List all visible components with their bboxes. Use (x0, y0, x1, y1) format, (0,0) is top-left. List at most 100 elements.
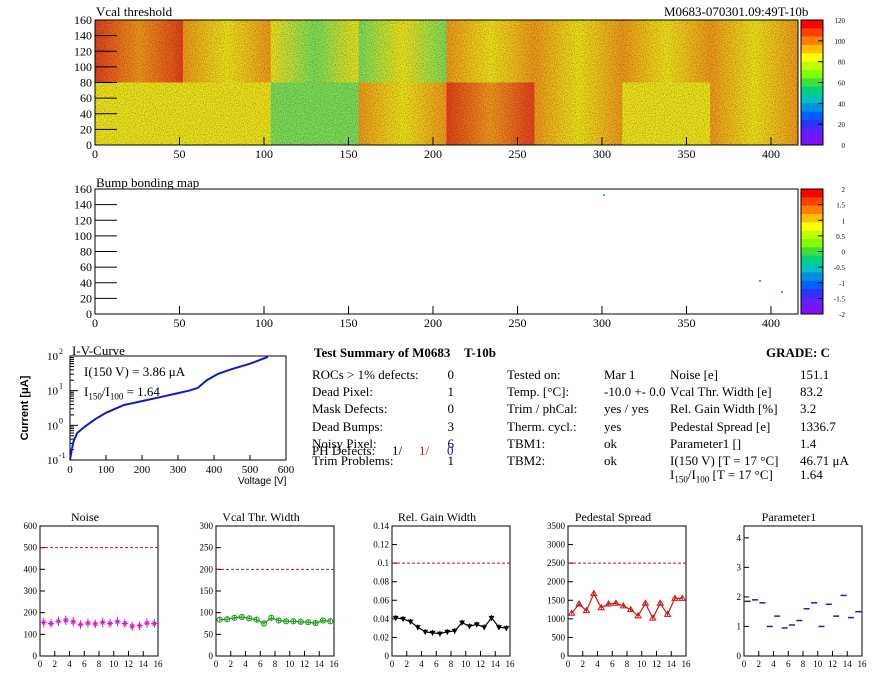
roc-plot-ytick: 0 (385, 651, 390, 661)
condition-row-value: yes (604, 418, 622, 434)
roc-plot-xtick: 2 (757, 659, 762, 669)
roc-plot-xtick: 2 (229, 659, 234, 669)
roc-plot-ytick: 250 (200, 543, 214, 553)
roc-plot-0: Noise 0 2 4 6 8 10 12 14 16 0 100 200 300 400 500 600 (0, 510, 176, 672)
vcal-xtick: 300 (593, 147, 611, 161)
roc-plot-line (395, 616, 507, 635)
roc-plot-title: Vcal Thr. Width (222, 510, 300, 524)
roc-plot-ytick: 0 (33, 651, 38, 661)
vcal-xtick: 350 (677, 147, 695, 161)
roc-plot-point (641, 599, 650, 606)
iv-ytick-exp: 2 (59, 347, 63, 356)
roc-plot-1: Vcal Thr. Width 0 2 4 6 8 10 12 14 16 0 50 100 150 200… (176, 510, 352, 672)
bump-ytick: 0 (86, 307, 92, 321)
bump-xtick: 350 (677, 316, 695, 330)
bump-bonding-map: 0 50 100 150 200 250 300 350 4000204060801001201… (74, 182, 846, 330)
bump-palette-label: -0.5 (834, 264, 846, 272)
bump-xtick: 0 (92, 316, 98, 330)
roc-plot-xtick: 4 (771, 659, 776, 669)
roc-plot-ytick: 500 (24, 543, 38, 553)
roc-plot-xtick: 16 (858, 659, 868, 669)
roc-plot-xtick: 12 (652, 659, 661, 669)
roc-plot-xtick: 0 (214, 659, 219, 669)
roc-plot-point (297, 618, 304, 625)
roc-plot-point (567, 609, 576, 616)
roc-plot-point (612, 599, 620, 606)
vcal-xtick: 0 (92, 147, 98, 161)
defect-row-label: Dead Pixel: (312, 384, 374, 400)
roc-plot-xtick: 6 (610, 659, 615, 669)
roc-plot-point (634, 611, 642, 619)
roc-plot-point (589, 589, 598, 597)
condition-row-value: ok (604, 435, 617, 451)
roc-plot-xtick: 8 (449, 659, 454, 669)
roc-plot-point (305, 619, 312, 626)
defect-row-value: 6 (447, 435, 455, 451)
parameter-row-value: 1.4 (800, 435, 817, 451)
roc-plot-svg: 0 2 4 6 8 10 12 14 1600.020.040.060.080.10.120.1… (373, 521, 516, 669)
vcal-palette-label: 120 (835, 17, 846, 25)
roc-plot-point (619, 601, 628, 609)
roc-plot-point (121, 620, 128, 627)
roc-plot-point (238, 613, 245, 621)
roc-plot-title: Pedestal Spread (574, 510, 652, 524)
defect-row-label: ROCs > 1% defects: (312, 367, 419, 382)
roc-plot-xtick: 2 (53, 659, 58, 669)
roc-plot-ytick: 0.08 (373, 577, 389, 587)
bump-xtick: 200 (424, 316, 442, 330)
iv-ytick: 10 (47, 386, 59, 398)
iv-title: I-V-Curve (72, 343, 125, 358)
roc-plot-title: Parameter1 (761, 510, 817, 524)
roc-plot-point (290, 618, 297, 625)
bump-palette-label: 0.5 (836, 233, 845, 241)
roc-plot-point (407, 619, 414, 625)
defect-row-value: 0 (447, 401, 455, 417)
bump-ytick: 140 (74, 198, 92, 212)
roc-plot-point (151, 620, 158, 627)
roc-plot-point (319, 617, 327, 624)
roc-plot-ytick: 0.14 (373, 521, 389, 531)
roc-plot-point (656, 599, 665, 606)
roc-plot-ytick: 600 (24, 521, 38, 531)
roc-plot-point (604, 600, 613, 607)
roc-plot-xtick: 4 (419, 659, 424, 669)
roc-plot-xtick: 14 (667, 659, 677, 669)
roc-plot-point (48, 620, 55, 627)
roc-plot-xtick: 0 (742, 659, 747, 669)
condition-row-label: Temp. [°C]: (507, 384, 570, 400)
roc-plot-xtick: 2 (581, 659, 586, 669)
roc-plot-xtick: 14 (491, 659, 501, 669)
bump-palette-label: -1 (839, 280, 845, 288)
iv-xlabel: Voltage [V] (238, 476, 287, 487)
bump-palette-label: 0 (842, 249, 846, 257)
roc-plot-point (459, 620, 466, 626)
roc-plot-ytick: 0.02 (373, 632, 389, 642)
iv-xtick: 200 (134, 464, 151, 476)
ph-defects-value-3: 0 (447, 443, 454, 458)
parameter-row-value: 83.2 (800, 384, 823, 400)
roc-plot-point (223, 616, 231, 623)
roc-plot-xtick: 4 (243, 659, 248, 669)
roc-plot-svg: 0 2 4 6 8 10 12 14 16050010001500200025003000350… (547, 521, 691, 669)
bump-xtick: 50 (173, 316, 185, 330)
roc-plot-xtick: 12 (476, 659, 485, 669)
roc-plot-xtick: 6 (82, 659, 87, 669)
bump-palette-label: 2 (842, 186, 846, 194)
roc-plot-point (626, 605, 635, 613)
roc-plot-ytick: 100 (24, 629, 38, 639)
roc-plot-ytick: 150 (200, 586, 214, 596)
roc-plot-xtick: 2 (405, 659, 410, 669)
roc-plot-point (246, 615, 253, 622)
parameter-row-value: 46.71 μA (800, 453, 849, 468)
roc-plot-point (582, 606, 591, 614)
roc-plot-xtick: 16 (330, 659, 340, 669)
grade-label: GRADE: C (766, 345, 830, 360)
vcal-ytick: 0 (86, 138, 92, 152)
roc-plot-point (275, 617, 282, 624)
roc-plot-ytick: 2000 (547, 577, 566, 587)
roc-plot-point (678, 594, 687, 601)
iv-ytick-exp: -1 (59, 451, 66, 460)
roc-plot-xtick: 16 (506, 659, 516, 669)
